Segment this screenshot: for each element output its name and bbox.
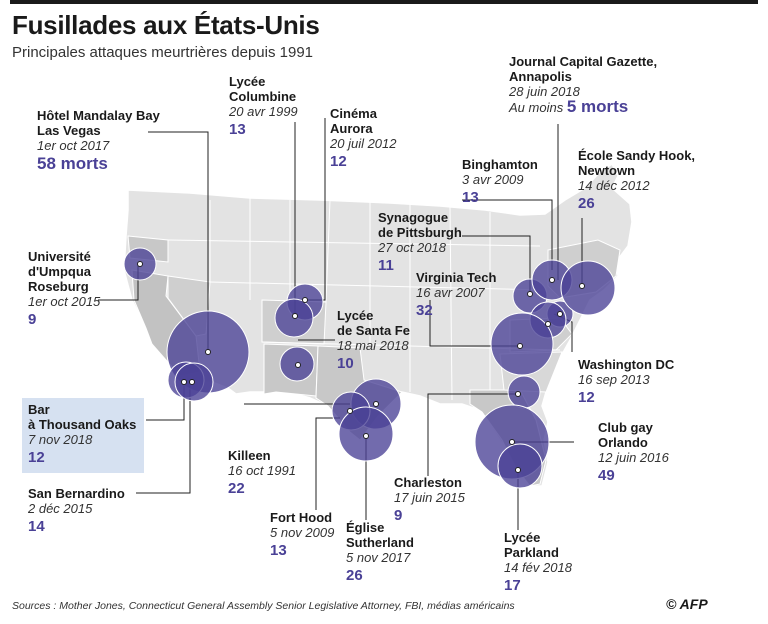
line-sanbernardino — [136, 382, 191, 494]
afp-logo: © AFP — [666, 596, 708, 612]
label-killeen: Killeen 16 oct 1991 22 — [228, 448, 296, 497]
label-annapolis: Journal Capital Gazette, Annapolis 28 jui… — [509, 54, 658, 116]
label-aurora: Cinéma Aurora 20 juil 2012 12 — [330, 106, 397, 170]
bubble-charleston — [507, 375, 541, 409]
line-mandalay — [148, 131, 209, 352]
page-subtitle: Principales attaques meurtrières depuis … — [12, 44, 314, 61]
top-rule — [10, 0, 758, 4]
label-washington: Washington DC 16 sep 2013 12 — [578, 357, 675, 406]
label-sanbernardino: San Bernardino 2 déc 2015 14 — [28, 486, 125, 535]
bubbles — [123, 247, 616, 489]
line-virginiatech — [429, 300, 520, 347]
label-orlando: Club gay Orlando 12 juin 2016 49 — [598, 420, 669, 484]
label-binghamton: Binghamton 3 avr 2009 13 — [462, 157, 538, 206]
label-sandyhook: École Sandy Hook, Newtown 14 déc 2012 26 — [578, 148, 696, 212]
label-santafe: Lycée de Santa Fe 18 mai 2018 10 — [337, 308, 410, 372]
bubble-parkland — [497, 443, 543, 489]
state-borders — [167, 198, 561, 401]
line-forthood — [315, 417, 340, 510]
line-pittsburgh — [462, 235, 531, 294]
label-mandalay: Hôtel Mandalay Bay Las Vegas 1er oct 2017… — [37, 108, 160, 173]
label-umpqua: Université d'Umpqua Roseburg 1er oct 2015 … — [28, 249, 101, 328]
source-note: Sources : Mother Jones, Connecticut Gene… — [12, 600, 515, 612]
label-thousandoaks: Bar à Thousand Oaks 7 nov 2018 12 — [22, 398, 144, 473]
line-binghamton — [462, 199, 553, 270]
label-forthood: Fort Hood 5 nov 2009 13 — [270, 510, 335, 559]
label-pittsburgh: Synagogue de Pittsburgh 27 oct 2018 11 — [378, 210, 462, 274]
label-sutherland: Église Sutherland 5 nov 2017 26 — [346, 520, 414, 584]
label-charleston: Charleston 17 juin 2015 9 — [394, 475, 465, 524]
bubble-sandyhook — [560, 260, 616, 316]
page-title: Fusillades aux États-Unis — [12, 10, 320, 40]
bubble-dots — [137, 261, 585, 473]
line-charleston — [427, 393, 518, 476]
label-virginiatech: Virginia Tech 16 avr 2007 32 — [416, 270, 497, 319]
label-columbine: Lycée Columbine 20 avr 1999 13 — [229, 74, 298, 138]
label-parkland: Lycée Parkland 14 fév 2018 17 — [504, 530, 572, 594]
